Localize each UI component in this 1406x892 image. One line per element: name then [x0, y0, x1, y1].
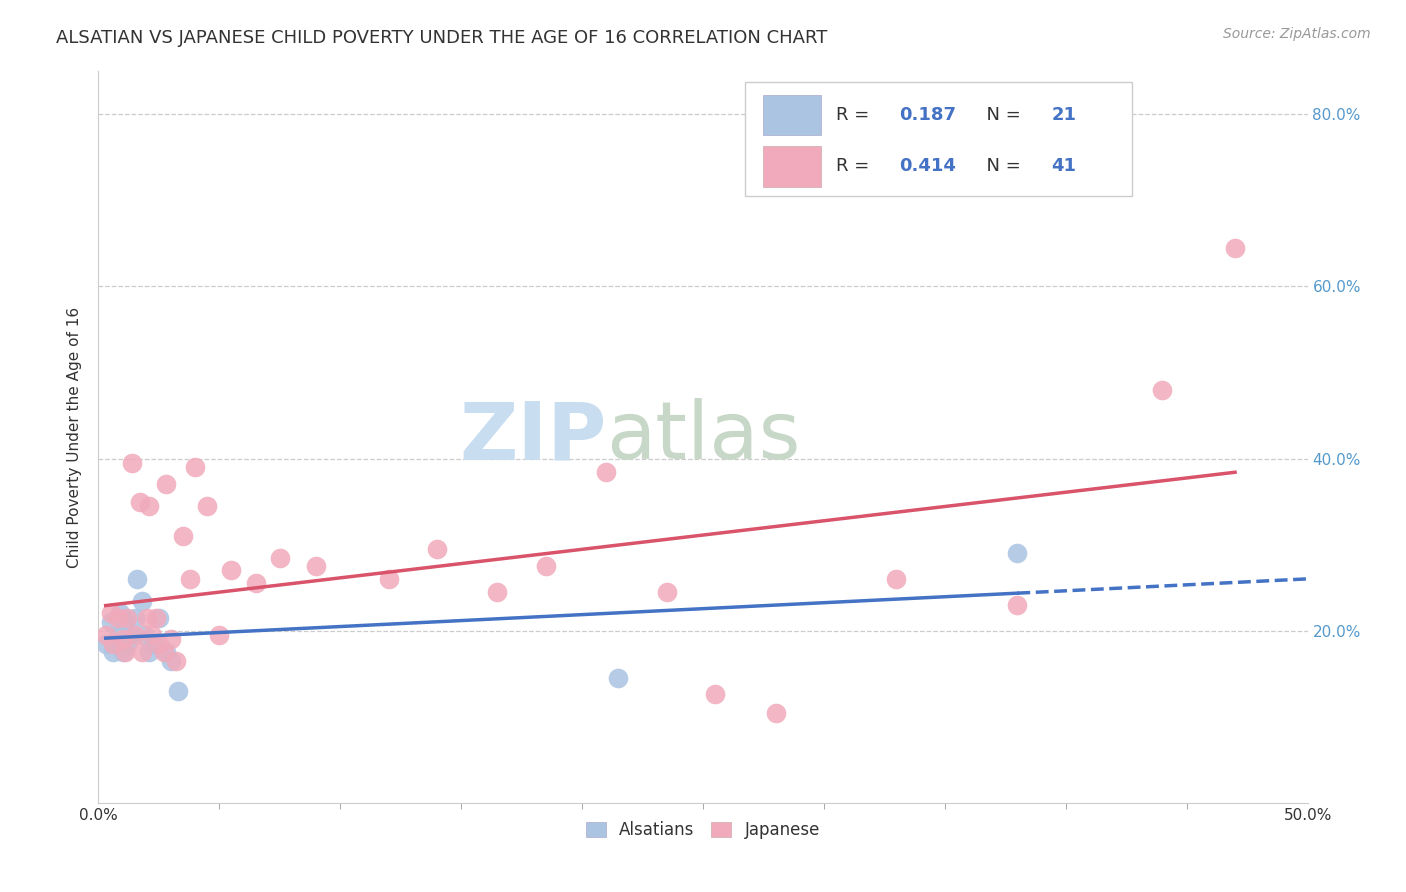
Point — [1152, 383, 1174, 397]
Point — [94, 637, 117, 651]
Point — [148, 611, 170, 625]
Legend: Alsatians, Japanese: Alsatians, Japanese — [579, 814, 827, 846]
Point — [117, 637, 139, 651]
Point — [101, 645, 124, 659]
Point — [107, 628, 129, 642]
Text: 21: 21 — [1052, 106, 1076, 124]
Point — [114, 645, 136, 659]
Point — [486, 585, 509, 599]
Point — [145, 611, 167, 625]
Point — [101, 637, 124, 651]
Text: ALSATIAN VS JAPANESE CHILD POVERTY UNDER THE AGE OF 16 CORRELATION CHART: ALSATIAN VS JAPANESE CHILD POVERTY UNDER… — [56, 29, 828, 46]
Point — [160, 632, 183, 647]
Point — [152, 645, 174, 659]
Point — [655, 585, 678, 599]
Text: 0.187: 0.187 — [898, 106, 956, 124]
Point — [124, 611, 146, 625]
Point — [377, 572, 399, 586]
Point — [100, 615, 122, 629]
Point — [121, 456, 143, 470]
Text: 41: 41 — [1052, 158, 1076, 176]
Point — [100, 607, 122, 621]
Point — [107, 611, 129, 625]
FancyBboxPatch shape — [745, 82, 1132, 195]
Point — [704, 686, 727, 700]
Text: R =: R = — [837, 106, 875, 124]
Point — [155, 645, 177, 659]
Point — [134, 628, 156, 642]
Point — [128, 494, 150, 508]
Point — [138, 645, 160, 659]
Point — [111, 632, 134, 647]
Point — [111, 645, 134, 659]
Point — [165, 654, 187, 668]
Text: Source: ZipAtlas.com: Source: ZipAtlas.com — [1223, 27, 1371, 41]
Point — [172, 529, 194, 543]
Point — [167, 684, 190, 698]
Text: R =: R = — [837, 158, 875, 176]
Point — [221, 564, 243, 578]
Point — [135, 611, 157, 625]
Point — [155, 477, 177, 491]
Point — [131, 645, 153, 659]
Point — [131, 593, 153, 607]
Point — [179, 572, 201, 586]
Point — [141, 628, 163, 642]
Point — [195, 499, 218, 513]
Point — [117, 611, 139, 625]
Point — [124, 628, 146, 642]
Point — [143, 637, 166, 651]
Point — [208, 628, 231, 642]
Point — [245, 576, 267, 591]
Text: 0.414: 0.414 — [898, 158, 956, 176]
Text: ZIP: ZIP — [458, 398, 606, 476]
Y-axis label: Child Poverty Under the Age of 16: Child Poverty Under the Age of 16 — [67, 307, 83, 567]
Point — [94, 628, 117, 642]
Point — [534, 559, 557, 574]
Text: N =: N = — [976, 158, 1026, 176]
Point — [886, 572, 908, 586]
Point — [595, 465, 617, 479]
Point — [114, 615, 136, 629]
Point — [138, 499, 160, 513]
Point — [305, 559, 328, 574]
Point — [1007, 546, 1029, 560]
FancyBboxPatch shape — [763, 146, 821, 186]
Point — [1223, 241, 1246, 255]
Point — [108, 607, 131, 621]
Point — [1007, 598, 1029, 612]
Point — [118, 628, 141, 642]
FancyBboxPatch shape — [763, 95, 821, 136]
Point — [160, 654, 183, 668]
Point — [127, 572, 149, 586]
Point — [184, 460, 207, 475]
Text: N =: N = — [976, 106, 1026, 124]
Point — [765, 706, 787, 721]
Text: atlas: atlas — [606, 398, 800, 476]
Point — [426, 541, 449, 556]
Point — [269, 550, 291, 565]
Point — [607, 671, 630, 685]
Point — [148, 637, 170, 651]
